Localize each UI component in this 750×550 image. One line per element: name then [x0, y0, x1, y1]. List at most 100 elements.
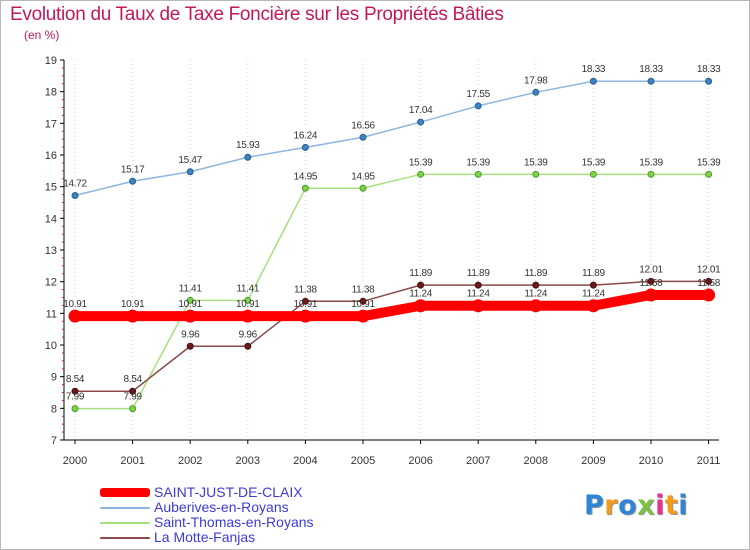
data-point [359, 184, 367, 192]
data-point [647, 277, 655, 285]
data-point [186, 296, 194, 304]
data-label: 11.58 [640, 278, 664, 289]
data-label: 17.98 [524, 75, 548, 86]
legend-swatch [100, 536, 150, 539]
data-label: 7.99 [66, 392, 85, 403]
data-point [301, 184, 309, 192]
data-point [589, 170, 597, 178]
data-point [702, 288, 716, 302]
data-label: 12.01 [639, 264, 663, 275]
y-tick-label: 15 [45, 182, 57, 194]
x-tick-label: 2009 [581, 455, 605, 467]
logo-letter: o [618, 490, 638, 521]
data-label: 15.93 [236, 140, 260, 151]
data-point [586, 299, 600, 313]
data-point [126, 309, 140, 323]
data-label: 15.47 [178, 155, 202, 166]
data-label: 7.99 [123, 392, 142, 403]
data-point [647, 170, 655, 178]
data-point [417, 281, 425, 289]
data-label: 17.55 [466, 89, 490, 100]
data-label: 11.24 [467, 289, 491, 300]
data-point [529, 299, 543, 313]
data-label: 16.24 [294, 130, 318, 141]
data-point [589, 281, 597, 289]
data-label: 17.04 [409, 105, 433, 116]
data-point [129, 405, 137, 413]
data-label: 8.54 [123, 374, 142, 385]
data-label: 14.95 [294, 171, 318, 182]
data-point [129, 387, 137, 395]
proxiti-logo: Proxiti [584, 490, 688, 521]
data-label: 10.91 [236, 299, 260, 310]
data-point [414, 299, 428, 313]
data-point [705, 77, 713, 85]
data-point [186, 342, 194, 350]
data-label: 10.91 [178, 299, 202, 310]
data-point [705, 170, 713, 178]
y-tick-label: 14 [45, 213, 57, 225]
x-tick-label: 2008 [524, 455, 548, 467]
data-point [186, 168, 194, 176]
y-tick-label: 7 [51, 435, 57, 447]
data-point [705, 277, 713, 285]
data-point [532, 281, 540, 289]
x-tick-label: 2002 [178, 455, 202, 467]
data-point [647, 77, 655, 85]
data-label: 10.91 [351, 299, 375, 310]
x-tick-label: 2000 [63, 455, 87, 467]
data-label: 15.17 [121, 164, 145, 175]
legend-label: Auberives-en-Royans [154, 499, 289, 515]
data-point [244, 342, 252, 350]
data-point [244, 153, 252, 161]
logo-letter: x [637, 490, 656, 521]
y-tick-label: 13 [45, 245, 57, 257]
data-point [68, 309, 82, 323]
data-point [359, 133, 367, 141]
data-label: 15.39 [466, 157, 490, 168]
series-line [74, 280, 710, 392]
data-label: 11.41 [179, 283, 203, 294]
data-label: 15.39 [409, 157, 433, 168]
data-label: 9.96 [181, 329, 200, 340]
data-point [644, 288, 658, 302]
x-tick-label: 2011 [697, 455, 721, 467]
series-la-motte-fanjas [71, 277, 713, 395]
data-point [356, 309, 370, 323]
legend-label: La Motte-Fanjas [154, 529, 256, 545]
data-label: 11.89 [409, 268, 433, 279]
data-point [589, 77, 597, 85]
y-tick-label: 16 [45, 150, 57, 162]
x-tick-label: 2010 [639, 455, 663, 467]
data-point [301, 143, 309, 151]
data-point [298, 309, 312, 323]
data-label: 11.58 [697, 278, 721, 289]
data-point [474, 281, 482, 289]
series-line [70, 289, 714, 322]
x-tick-label: 2006 [408, 455, 432, 467]
data-label: 10.91 [121, 299, 145, 310]
data-label: 14.72 [63, 179, 87, 190]
legend-label: Saint-Thomas-en-Royans [154, 514, 314, 530]
data-point [244, 296, 252, 304]
data-point [71, 192, 79, 200]
data-label: 11.24 [524, 289, 548, 300]
chart-unit-label: (en %) [24, 28, 60, 42]
x-tick-label: 2005 [351, 455, 375, 467]
x-tick-label: 2003 [236, 455, 260, 467]
data-label: 14.95 [351, 171, 375, 182]
data-label: 11.24 [582, 289, 606, 300]
data-point [241, 309, 255, 323]
y-tick-label: 11 [46, 308, 57, 320]
data-label: 9.96 [239, 329, 258, 340]
data-point [532, 88, 540, 96]
x-tick-label: 2001 [120, 455, 144, 467]
x-tick-label: 2004 [293, 455, 317, 467]
chart-title: Evolution du Taux de Taxe Foncière sur l… [10, 4, 504, 25]
logo-letter: i [655, 490, 665, 521]
y-tick-label: 19 [45, 55, 57, 67]
x-tick-label: 2007 [466, 455, 490, 467]
data-point [474, 102, 482, 110]
series-auberives-en-royans [71, 77, 713, 200]
